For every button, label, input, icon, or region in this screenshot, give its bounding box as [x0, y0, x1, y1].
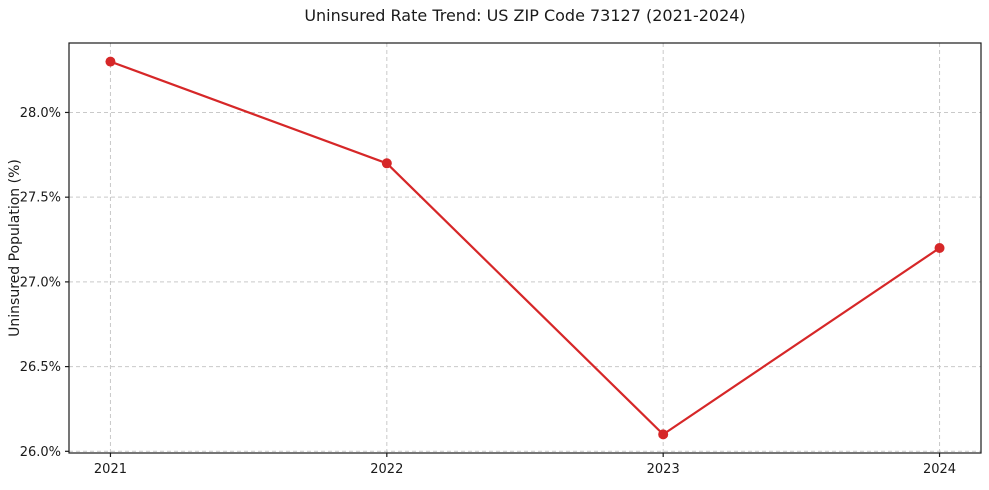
- chart-title: Uninsured Rate Trend: US ZIP Code 73127 …: [304, 6, 746, 25]
- data-point: [381, 158, 392, 169]
- y-tick-label: 26.5%: [20, 360, 61, 375]
- trend-line: [109, 60, 941, 436]
- x-tick-label: 2021: [94, 462, 127, 477]
- y-tick-label: 27.5%: [20, 191, 61, 206]
- data-point: [658, 429, 669, 440]
- x-tick-label: 2024: [923, 462, 956, 477]
- plot-border: [68, 42, 982, 454]
- x-tick-label: 2022: [370, 462, 403, 477]
- y-tick-label: 27.0%: [20, 275, 61, 290]
- data-point: [105, 56, 116, 67]
- y-tick-label: 26.0%: [20, 445, 61, 460]
- y-tick-label: 28.0%: [20, 106, 61, 121]
- x-tick-label: 2023: [647, 462, 680, 477]
- data-point: [934, 243, 945, 253]
